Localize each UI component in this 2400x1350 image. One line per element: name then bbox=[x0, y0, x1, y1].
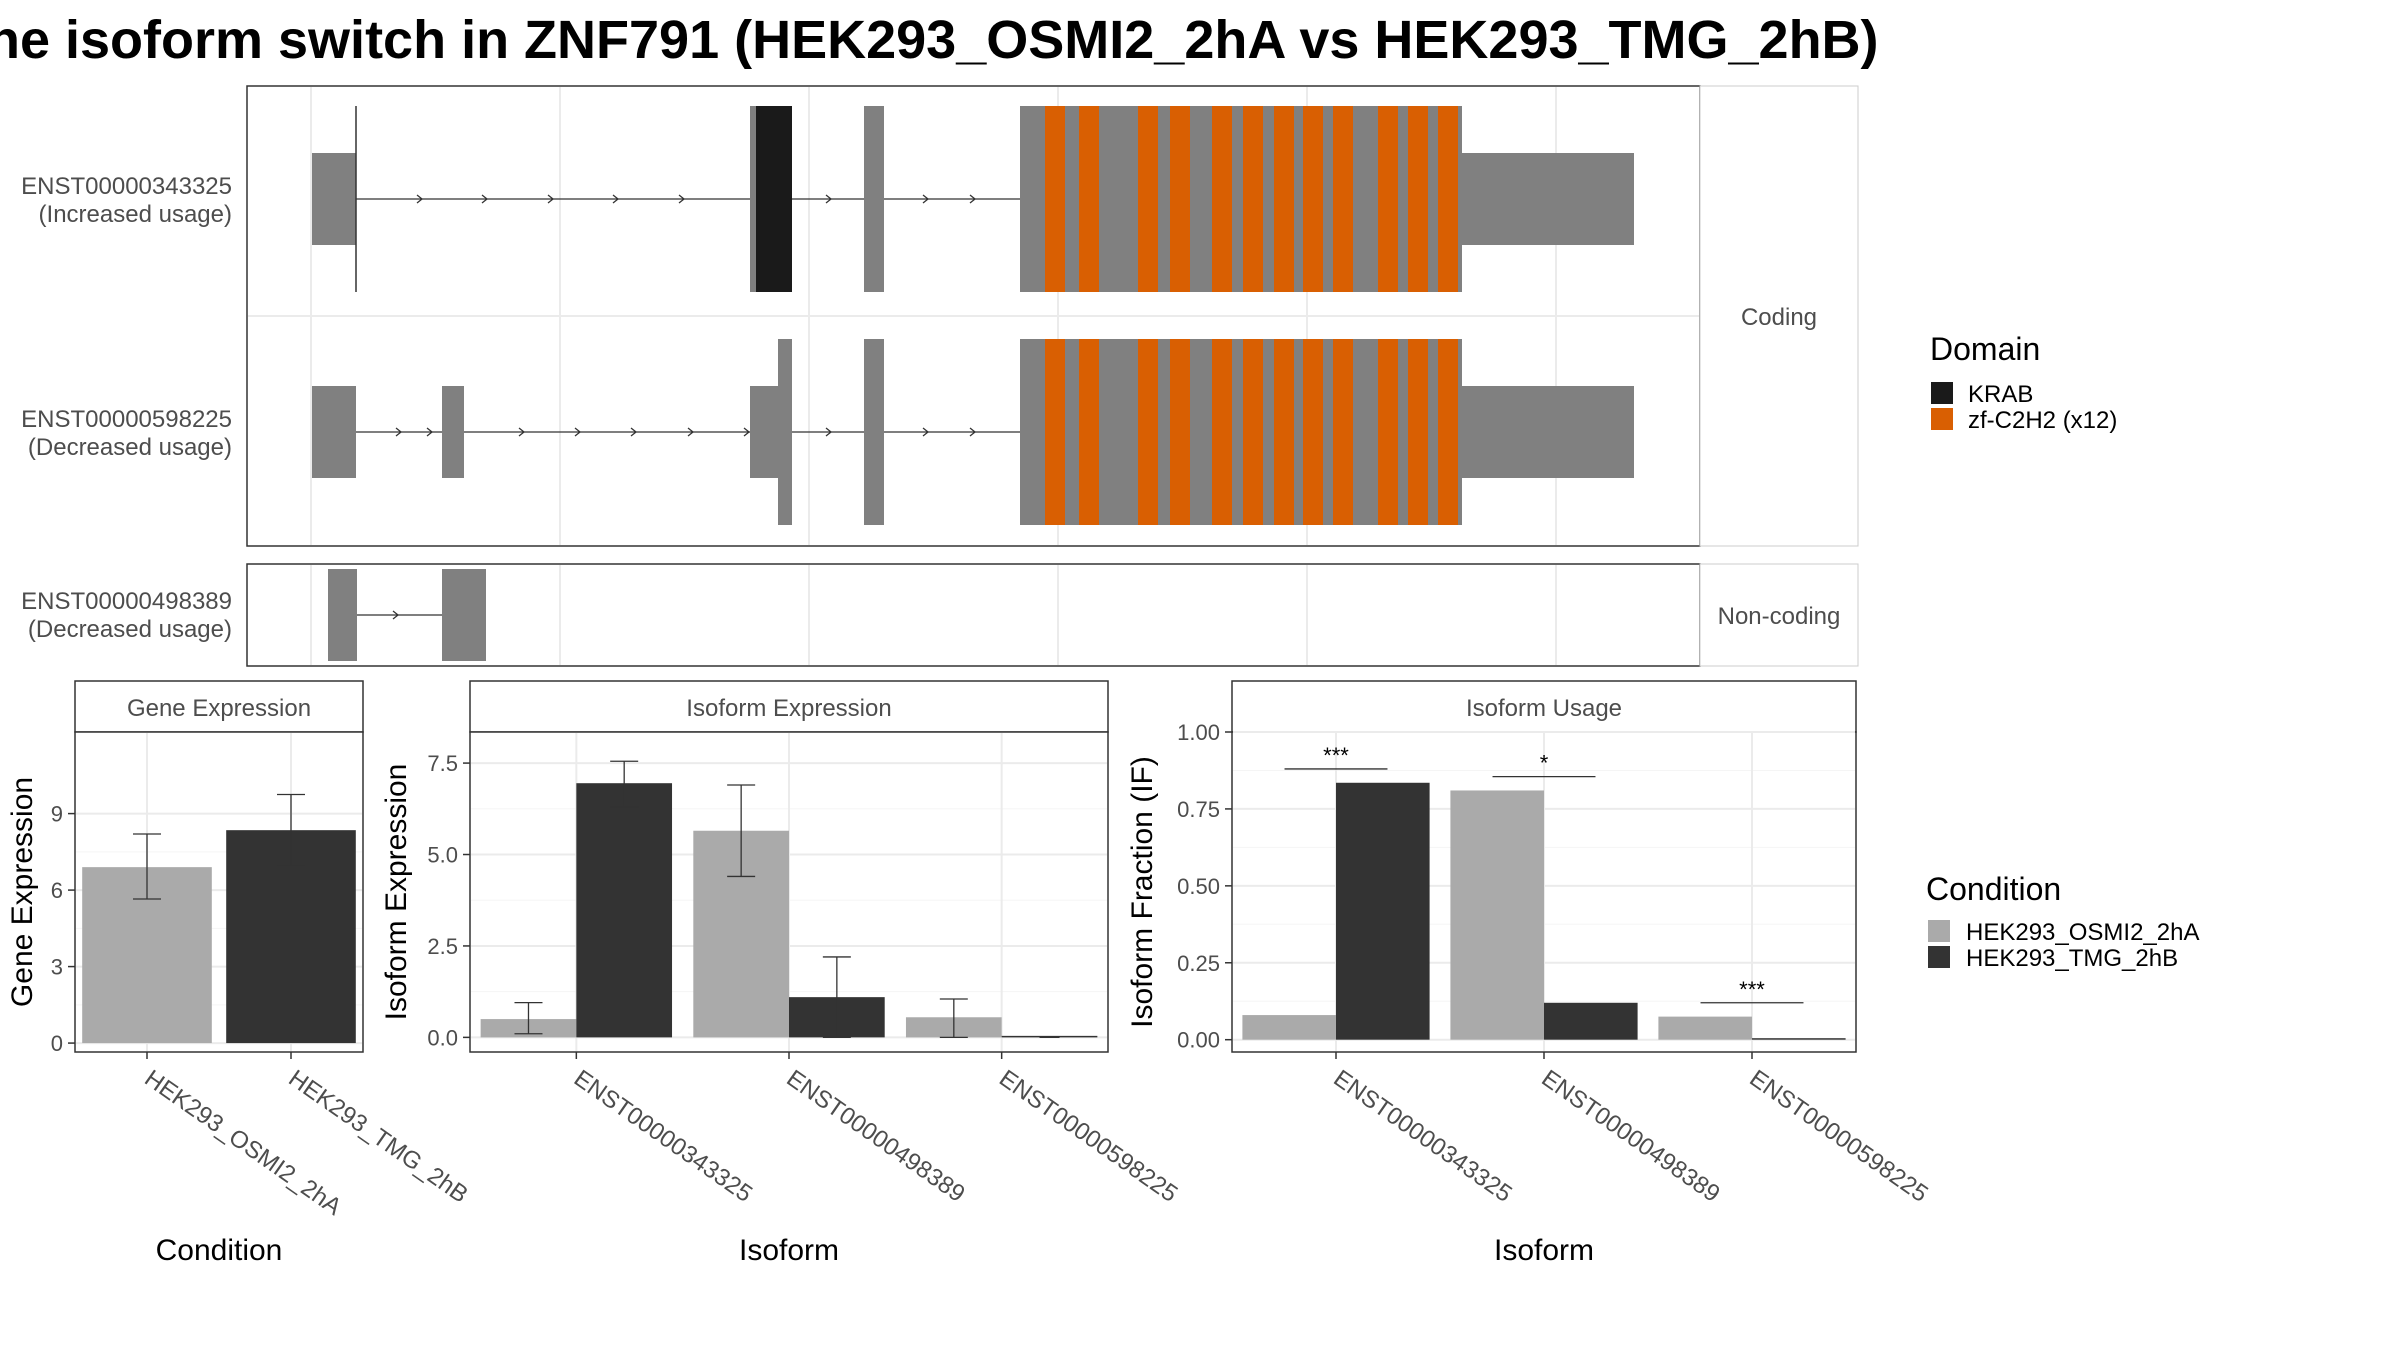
exon bbox=[328, 569, 357, 661]
y-axis-title: Gene Expression bbox=[6, 777, 39, 1007]
panel-title: Gene Expression bbox=[127, 695, 311, 722]
isoform-label-1-id: ENST00000343325 bbox=[21, 173, 232, 200]
y-axis-title: Isoform Fraction (IF) bbox=[1126, 756, 1159, 1028]
condition-legend-title: Condition bbox=[1926, 871, 2061, 907]
isoform-label-3-id: ENST00000498389 bbox=[21, 588, 232, 615]
y-tick-label: 0.75 bbox=[1177, 797, 1220, 822]
x-axis-title: Isoform bbox=[739, 1234, 839, 1267]
exon bbox=[750, 386, 778, 478]
panel-title: Isoform Expression bbox=[686, 695, 891, 722]
y-tick-label: 0 bbox=[51, 1031, 63, 1056]
panel-title: Isoform Usage bbox=[1466, 695, 1622, 722]
x-tick-label: ENST00000343325 bbox=[1329, 1065, 1517, 1208]
y-tick-label: 7.5 bbox=[427, 751, 458, 776]
x-tick-label: ENST00000598225 bbox=[1745, 1065, 1933, 1208]
exon bbox=[312, 153, 356, 245]
x-axis-title: Condition bbox=[156, 1234, 283, 1267]
isoform-label-3-usage: (Decreased usage) bbox=[28, 616, 232, 643]
isoform-label-1-usage: (Increased usage) bbox=[39, 201, 232, 228]
domain-legend: Domain KRAB zf-C2H2 (x12) bbox=[1930, 331, 2117, 434]
bar bbox=[1242, 1015, 1336, 1040]
exon-3utr bbox=[1462, 153, 1634, 245]
y-tick-label: 0.50 bbox=[1177, 874, 1220, 899]
bar bbox=[1658, 1017, 1752, 1040]
legend-label-zf: zf-C2H2 (x12) bbox=[1968, 407, 2117, 434]
y-tick-label: 2.5 bbox=[427, 934, 458, 959]
isoform-label-2-usage: (Decreased usage) bbox=[28, 434, 232, 461]
x-tick-label: ENST00000598225 bbox=[994, 1065, 1182, 1208]
y-tick-label: 9 bbox=[51, 802, 63, 827]
legend-swatch-zf bbox=[1931, 408, 1953, 430]
exon bbox=[442, 569, 486, 661]
y-tick-label: 0.25 bbox=[1177, 951, 1220, 976]
isoform-label-2-id: ENST00000598225 bbox=[21, 406, 232, 433]
exon bbox=[312, 386, 356, 478]
domain-legend-title: Domain bbox=[1930, 331, 2040, 367]
bar bbox=[1450, 790, 1544, 1039]
y-tick-label: 0.0 bbox=[427, 1025, 458, 1050]
x-tick-label: ENST00000343325 bbox=[569, 1065, 757, 1208]
legend-swatch-cond2 bbox=[1928, 946, 1950, 968]
exon bbox=[442, 386, 464, 478]
bar bbox=[1544, 1003, 1638, 1040]
structure-panel: Coding Non-coding ENST00000343325 (Incre… bbox=[21, 86, 2117, 666]
legend-label-cond1: HEK293_OSMI2_2hA bbox=[1966, 919, 2199, 946]
figure-title: The isoform switch in ZNF791 (HEK293_OSM… bbox=[0, 10, 1879, 70]
y-tick-label: 3 bbox=[51, 955, 63, 980]
coding-strip-label: Coding bbox=[1741, 304, 1817, 331]
exon bbox=[864, 106, 884, 292]
bar bbox=[1752, 1038, 1846, 1040]
exon bbox=[864, 339, 884, 525]
exon bbox=[778, 339, 792, 525]
exon-3utr bbox=[1462, 386, 1634, 478]
legend-label-krab: KRAB bbox=[1968, 381, 2033, 408]
bar bbox=[576, 783, 672, 1037]
bar bbox=[1336, 783, 1430, 1040]
legend-label-cond2: HEK293_TMG_2hB bbox=[1966, 945, 2178, 972]
legend-swatch-cond1 bbox=[1928, 920, 1950, 942]
significance-label: *** bbox=[1323, 743, 1349, 768]
significance-label: *** bbox=[1739, 977, 1765, 1002]
y-tick-label: 0.00 bbox=[1177, 1028, 1220, 1053]
y-tick-label: 1.00 bbox=[1177, 720, 1220, 745]
y-axis-title: Isoform Expression bbox=[380, 764, 413, 1021]
x-axis-title: Isoform bbox=[1494, 1234, 1594, 1267]
isoform-usage-panel: Isoform Usage 0.00 0.25 0.50 0.75 1.00 ENST000… bbox=[1126, 681, 1933, 1267]
significance-label: * bbox=[1540, 751, 1549, 776]
y-tick-label: 6 bbox=[51, 878, 63, 903]
x-tick-label: ENST00000498389 bbox=[782, 1065, 970, 1208]
krab-domain bbox=[756, 106, 792, 292]
legend-swatch-krab bbox=[1931, 382, 1953, 404]
noncoding-strip-label: Non-coding bbox=[1718, 603, 1841, 630]
x-tick-label: ENST00000498389 bbox=[1537, 1065, 1725, 1208]
isoform-expression-panel: Isoform Expression 0.0 2.5 5.0 7.5 ENST000003… bbox=[380, 681, 1182, 1267]
condition-legend: Condition HEK293_OSMI2_2hA HEK293_TMG_2h… bbox=[1926, 871, 2199, 972]
y-tick-label: 5.0 bbox=[427, 843, 458, 868]
